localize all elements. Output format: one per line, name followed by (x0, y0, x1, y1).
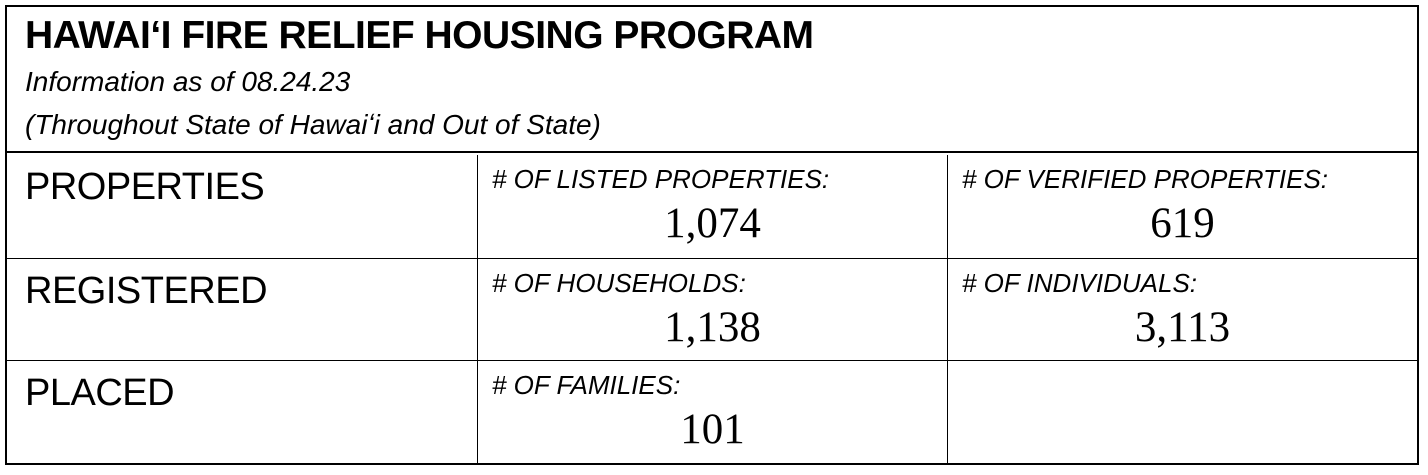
stat-value: 101 (680, 406, 745, 454)
stat-value: 3,113 (1134, 303, 1231, 351)
stats-table: PROPERTIES # OF LISTED PROPERTIES: 1,074… (7, 155, 1417, 463)
stat-value: 1,074 (664, 200, 761, 247)
report-date: Information as of 08.24.23 (25, 66, 351, 97)
report-header: HAWAIʻI FIRE RELIEF HOUSING PROGRAM Info… (7, 7, 1417, 153)
stat-label: # OF VERIFIED PROPERTIES: (962, 164, 1329, 194)
page-title: HAWAIʻI FIRE RELIEF HOUSING PROGRAM (25, 14, 814, 57)
stat-label: # OF LISTED PROPERTIES: (492, 164, 830, 194)
report-sheet: HAWAIʻI FIRE RELIEF HOUSING PROGRAM Info… (5, 5, 1419, 465)
row-label-registered: REGISTERED (7, 257, 477, 361)
stat-label: # OF INDIVIDUALS: (962, 267, 1198, 298)
stat-families: # OF FAMILIES: 101 (477, 360, 947, 463)
row-label-properties: PROPERTIES (25, 166, 265, 208)
stat-label: # OF FAMILIES: (492, 370, 681, 401)
report-scope: (Throughout State of Hawaiʻi and Out of … (25, 109, 601, 140)
table-cell-empty (947, 360, 1417, 463)
stat-listed-properties: # OF LISTED PROPERTIES: 1,074 (477, 155, 947, 258)
stat-label: # OF HOUSEHOLDS: (492, 267, 746, 298)
stat-value: 619 (1150, 200, 1215, 247)
row-label-placed: PLACED (7, 360, 477, 463)
stat-value: 1,138 (664, 303, 761, 351)
stat-households: # OF HOUSEHOLDS: 1,138 (477, 257, 947, 361)
stat-verified-properties: # OF VERIFIED PROPERTIES: 619 (947, 155, 1417, 258)
stat-individuals: # OF INDIVIDUALS: 3,113 (947, 257, 1417, 361)
